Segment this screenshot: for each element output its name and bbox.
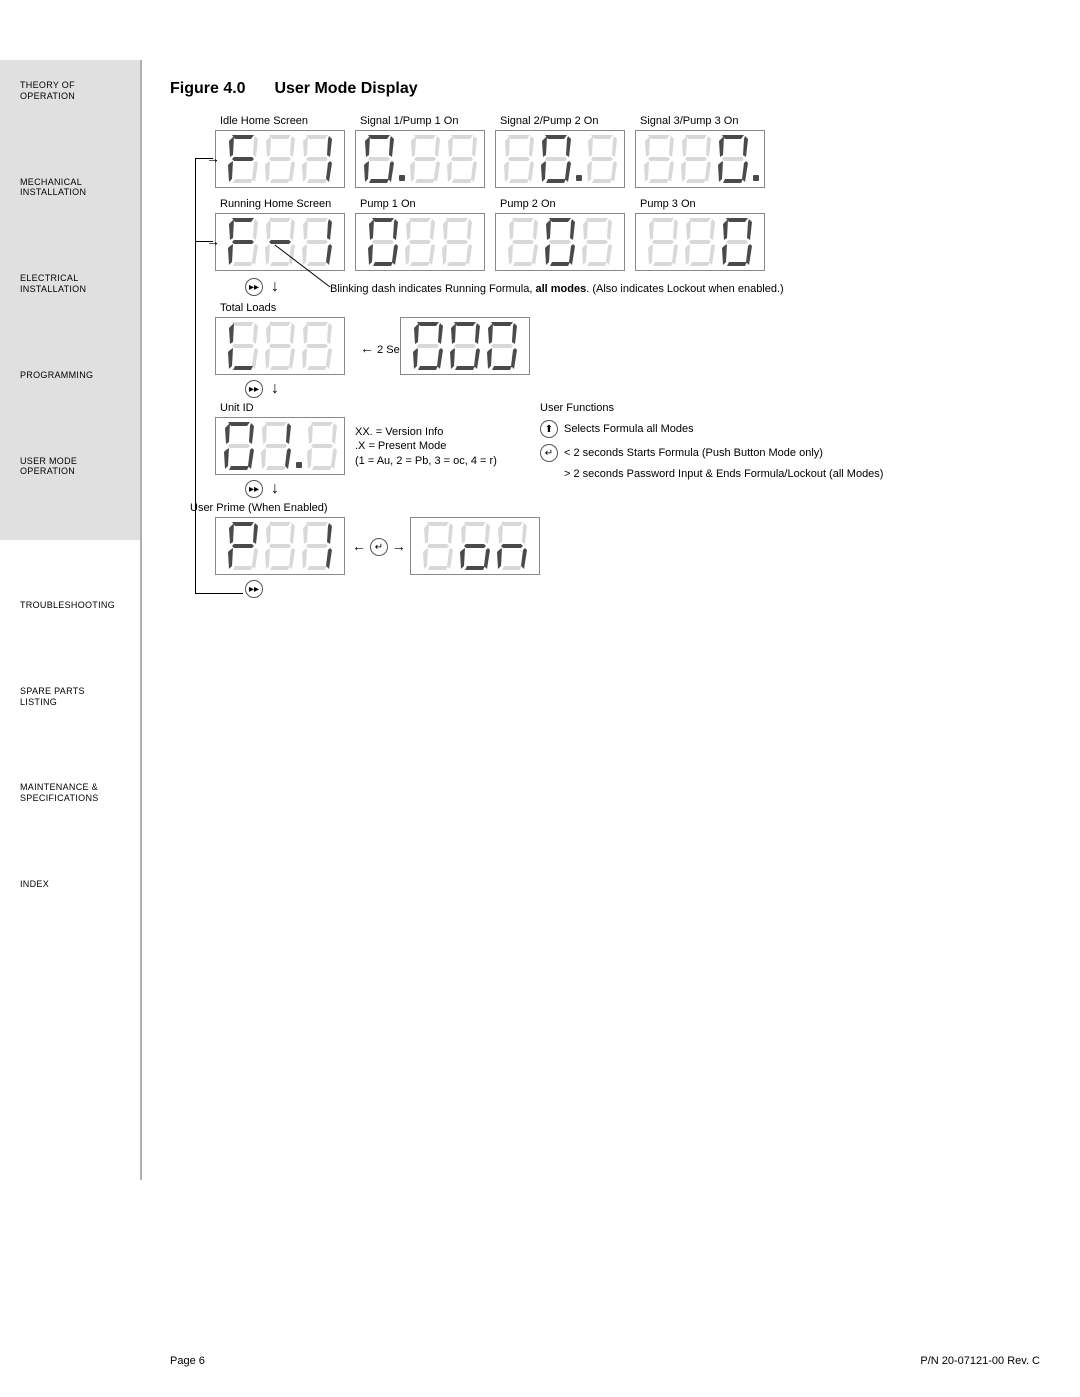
note-version: XX. = Version Info .X = Present Mode (1 … xyxy=(355,425,497,468)
sidebar-item-programming[interactable]: PROGRAMMING xyxy=(20,370,130,381)
user-functions-list: ⬆ Selects Formula all Modes ↵ < 2 second… xyxy=(540,420,883,486)
sidebar-item-theory[interactable]: THEORY OF OPERATION xyxy=(20,80,130,102)
fastforward-icon: ▸▸ xyxy=(245,580,263,598)
display-user-prime xyxy=(215,517,345,575)
display-sig1 xyxy=(355,130,485,188)
display-sig2 xyxy=(495,130,625,188)
enter-icon: ↵ xyxy=(540,444,558,462)
sidebar-item-troubleshooting[interactable]: TROUBLESHOOTING xyxy=(20,600,140,611)
footer: Page 6 P/N 20-07121-00 Rev. C xyxy=(170,1355,1040,1367)
pointer-line xyxy=(275,245,335,290)
fastforward-icon: ▸▸ xyxy=(245,278,263,296)
display-sig3 xyxy=(635,130,765,188)
display-total-loads xyxy=(215,317,345,375)
arrow-icon: → xyxy=(206,233,220,249)
enter-icon: ↵ xyxy=(370,538,388,556)
sidebar: THEORY OF OPERATION MECHANICAL INSTALLAT… xyxy=(0,60,140,540)
label-user-prime: User Prime (When Enabled) xyxy=(190,502,328,514)
label-sig3: Signal 3/Pump 3 On xyxy=(640,115,738,127)
footer-partno: P/N 20-07121-00 Rev. C xyxy=(920,1355,1040,1367)
note-blinking: Blinking dash indicates Running Formula,… xyxy=(330,283,900,295)
vertical-divider xyxy=(140,60,142,1180)
func-password: > 2 seconds Password Input & Ends Formul… xyxy=(564,468,883,480)
fastforward-icon: ▸▸ xyxy=(245,380,263,398)
arrow-icon: → xyxy=(206,150,220,166)
nav-row-4: ▸▸ xyxy=(245,580,263,598)
figure-name: User Mode Display xyxy=(274,80,417,97)
label-idle-home: Idle Home Screen xyxy=(220,115,308,127)
func-select-formula: Selects Formula all Modes xyxy=(564,423,694,435)
display-pump2 xyxy=(495,213,625,271)
label-pump1: Pump 1 On xyxy=(360,198,416,210)
down-arrow-icon: ↓ xyxy=(271,480,279,498)
label-user-functions: User Functions xyxy=(540,402,614,414)
display-on xyxy=(410,517,540,575)
display-pump1 xyxy=(355,213,485,271)
display-idle-home xyxy=(215,130,345,188)
nav-row-1: ▸▸ ↓ xyxy=(245,278,279,296)
display-pump3 xyxy=(635,213,765,271)
func-start-formula: < 2 seconds Starts Formula (Push Button … xyxy=(564,447,823,459)
label-running-home: Running Home Screen xyxy=(220,198,331,210)
nav-row-3: ▸▸ ↓ xyxy=(245,480,279,498)
sidebar-item-usermode[interactable]: USER MODE OPERATION xyxy=(20,456,130,478)
display-total-loads-val xyxy=(400,317,530,375)
figure-title: Figure 4.0 User Mode Display xyxy=(170,80,1050,98)
sidebar-item-maintenance[interactable]: MAINTENANCE & SPECIFICATIONS xyxy=(20,782,140,804)
label-sig2: Signal 2/Pump 2 On xyxy=(500,115,598,127)
label-pump3: Pump 3 On xyxy=(640,198,696,210)
label-unit-id: Unit ID xyxy=(220,402,254,414)
sidebar-item-electrical[interactable]: ELECTRICAL INSTALLATION xyxy=(20,273,130,295)
nav-row-2: ▸▸ ↓ xyxy=(245,380,279,398)
flowline-vertical xyxy=(195,158,196,593)
display-unit-id xyxy=(215,417,345,475)
label-total-loads: Total Loads xyxy=(220,302,276,314)
flowline-h-bottom xyxy=(195,593,243,594)
arrows-prime: ← ↵ → xyxy=(352,538,406,556)
up-arrow-icon: ⬆ xyxy=(540,420,558,438)
figure-number: Figure 4.0 xyxy=(170,80,270,98)
label-pump2: Pump 2 On xyxy=(500,198,556,210)
sidebar-item-spareparts[interactable]: SPARE PARTS LISTING xyxy=(20,686,140,708)
main-content: Figure 4.0 User Mode Display Idle Home S… xyxy=(170,80,1050,110)
sidebar-item-index[interactable]: INDEX xyxy=(20,879,140,890)
footer-page: Page 6 xyxy=(170,1355,205,1367)
label-sig1: Signal 1/Pump 1 On xyxy=(360,115,458,127)
fastforward-icon: ▸▸ xyxy=(245,480,263,498)
down-arrow-icon: ↓ xyxy=(271,380,279,398)
label-2sec: ← 2 Sec xyxy=(360,340,405,356)
sidebar-item-mechanical[interactable]: MECHANICAL INSTALLATION xyxy=(20,177,130,199)
sidebar-lower: TROUBLESHOOTING SPARE PARTS LISTING MAIN… xyxy=(20,600,140,965)
